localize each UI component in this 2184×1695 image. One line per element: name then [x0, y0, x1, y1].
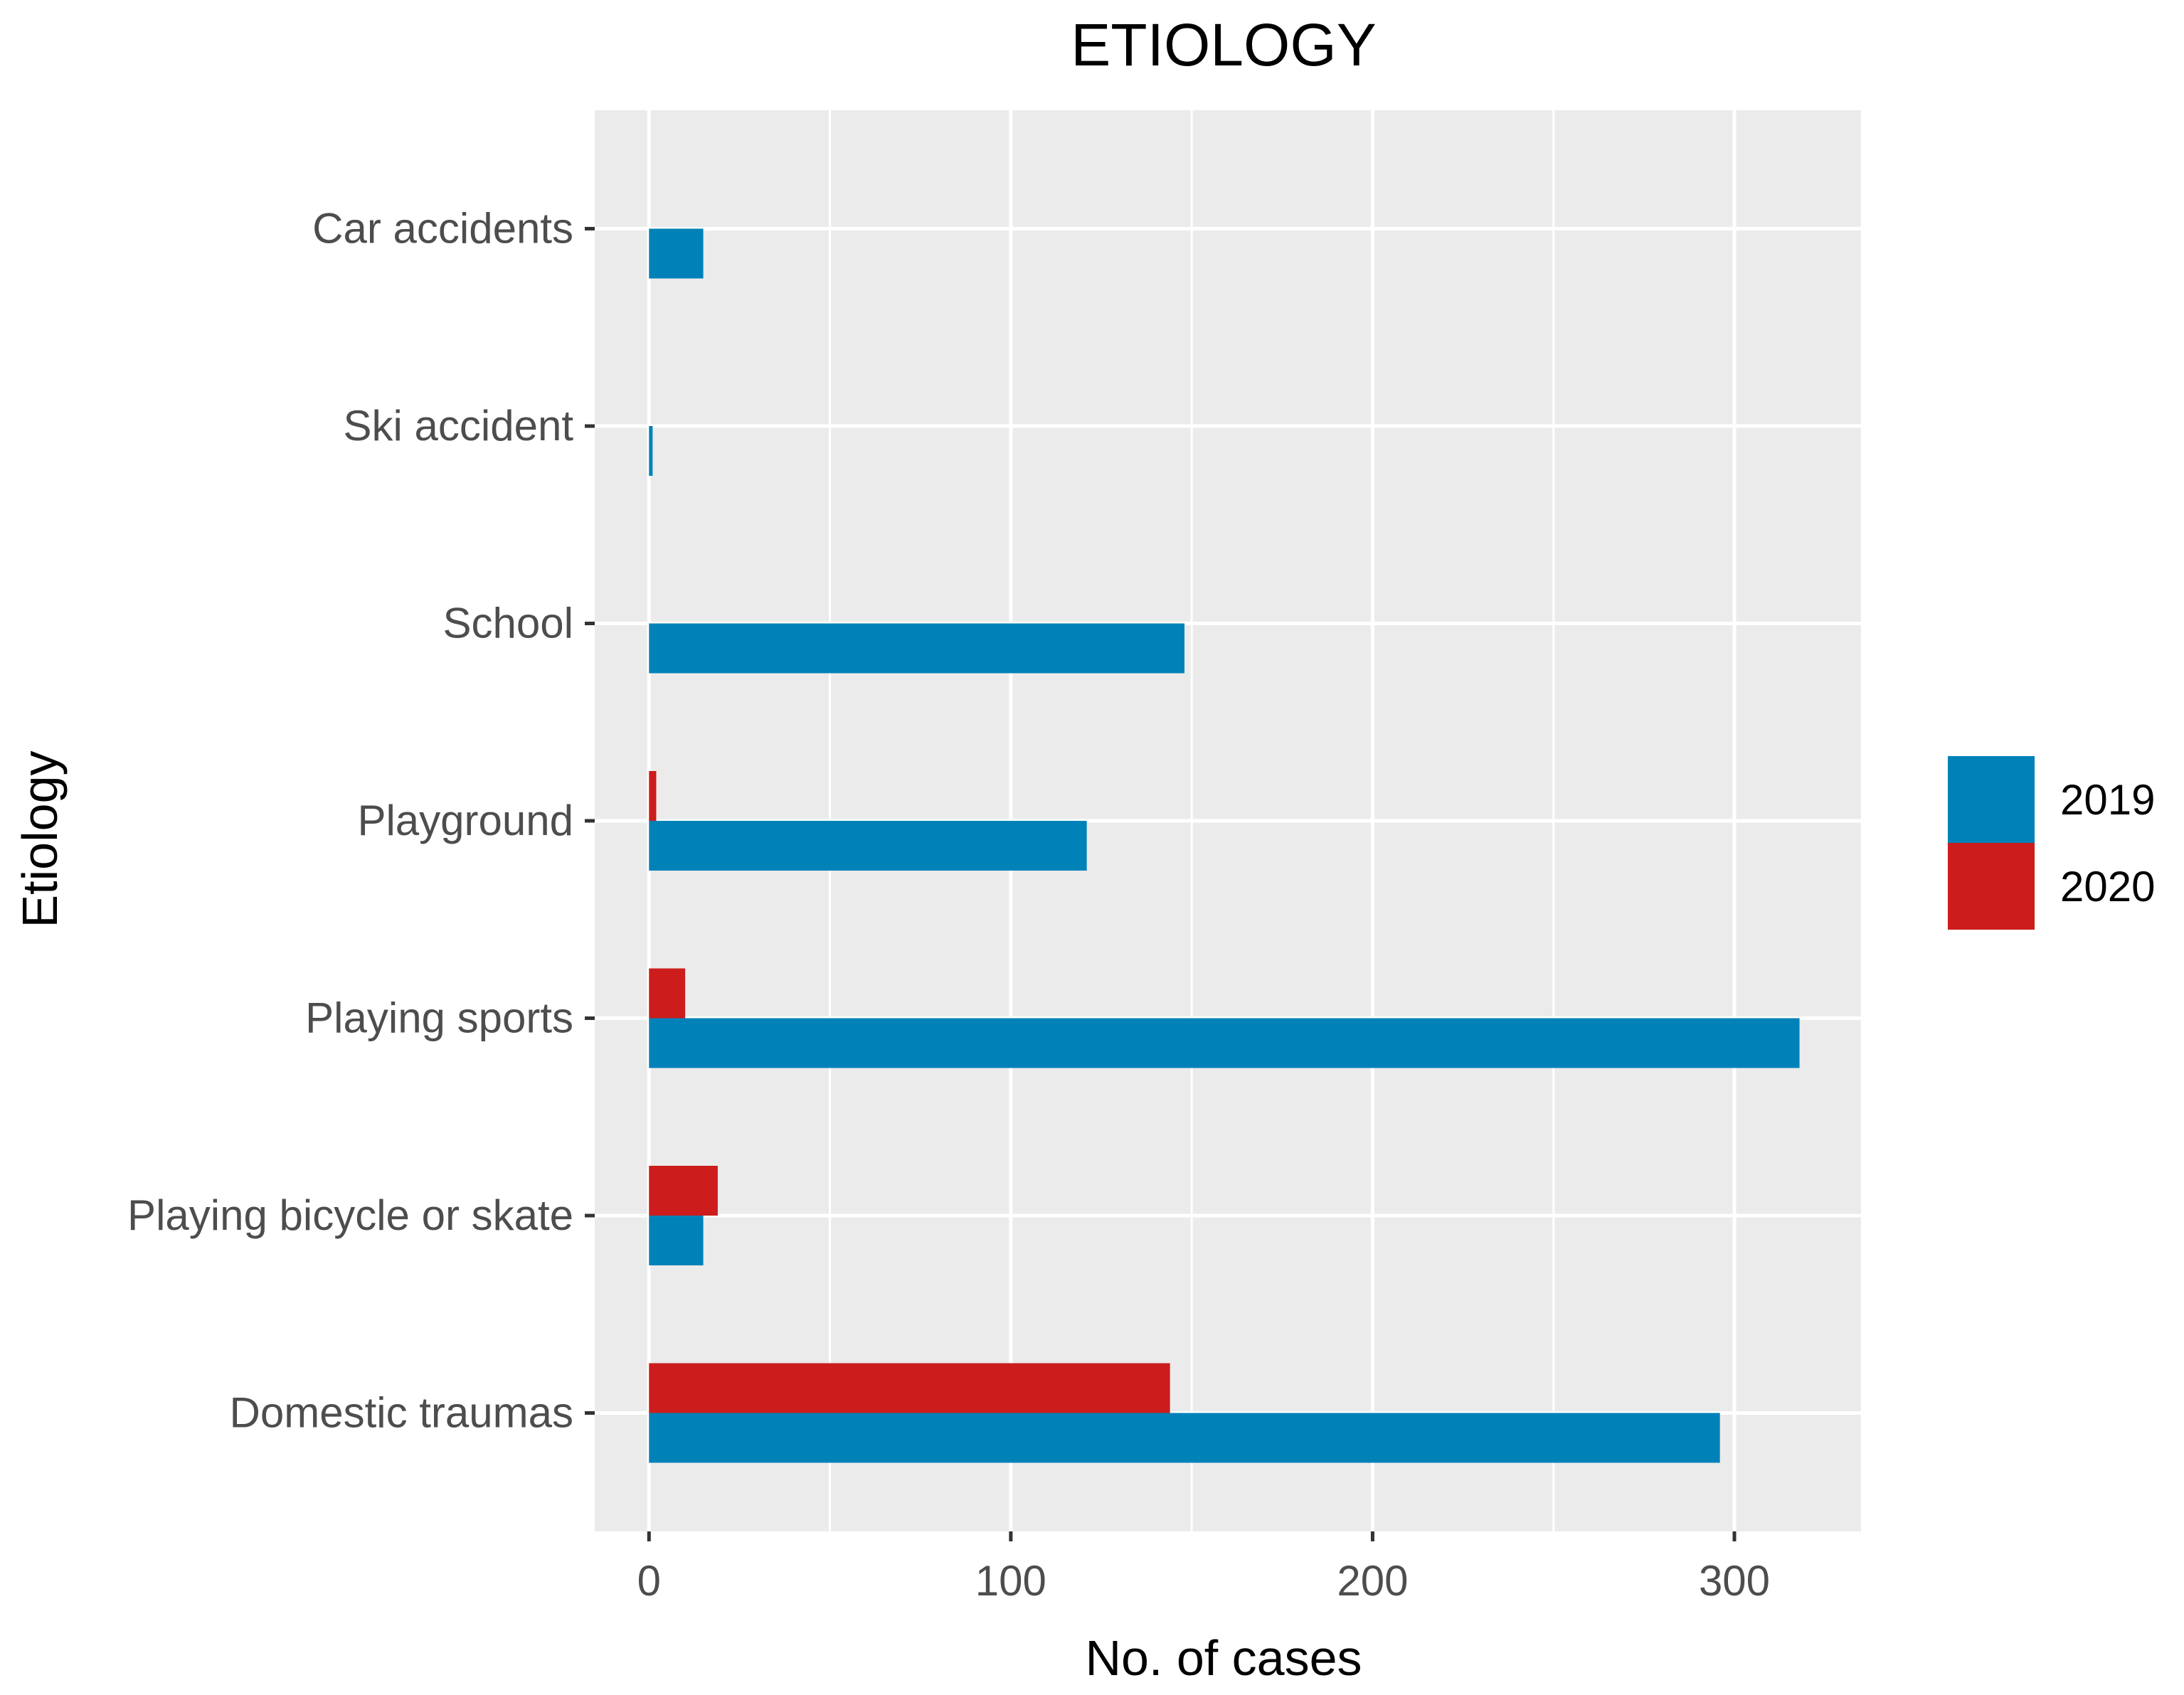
- bar-2019-playground: [649, 821, 1087, 871]
- x-tick-label-100: 100: [975, 1557, 1046, 1605]
- y-tick-label-playing-sports: Playing sports: [305, 994, 573, 1042]
- y-tick-label-school: School: [443, 600, 573, 647]
- bar-2019-domestic-traumas: [649, 1413, 1720, 1463]
- bar-2019-car-accidents: [649, 228, 704, 279]
- legend-key-2020: [1948, 843, 2035, 930]
- bar-2019-playing-bicycle-or-skate: [649, 1216, 704, 1265]
- bar-2019-ski-accident: [649, 426, 653, 476]
- bar-2019-playing-sports: [649, 1018, 1800, 1068]
- legend-label-2020: 2020: [2060, 863, 2155, 910]
- legend-key-2019: [1948, 756, 2035, 843]
- y-axis-title: Etiology: [12, 750, 68, 928]
- y-axis: Car accidents Ski accident School Playgroun…: [127, 205, 595, 1437]
- x-tick-label-300: 300: [1699, 1557, 1770, 1605]
- bar-2019-school: [649, 623, 1184, 674]
- bar-2020-playground: [649, 771, 657, 821]
- bars: [649, 228, 1800, 1463]
- bar-2020-playing-bicycle-or-skate: [649, 1166, 718, 1216]
- x-axis: 0 100 200 300: [637, 1531, 1770, 1605]
- chart-title: ETIOLOGY: [1071, 11, 1376, 78]
- y-tick-label-domestic-traumas: Domestic traumas: [230, 1389, 573, 1437]
- x-tick-label-0: 0: [637, 1557, 661, 1605]
- y-tick-label-car-accidents: Car accidents: [312, 205, 573, 253]
- legend-label-2019: 2019: [2060, 776, 2155, 824]
- x-axis-title: No. of cases: [1085, 1630, 1362, 1686]
- bar-2020-domestic-traumas: [649, 1363, 1170, 1413]
- x-tick-label-200: 200: [1337, 1557, 1408, 1605]
- bar-2020-playing-sports: [649, 968, 686, 1019]
- y-tick-label-ski-accident: Ski accident: [344, 402, 574, 450]
- legend: 2019 2020: [1948, 756, 2155, 930]
- y-tick-label-playing-bicycle-or-skate: Playing bicycle or skate: [127, 1191, 573, 1239]
- y-tick-label-playground: Playground: [357, 797, 573, 844]
